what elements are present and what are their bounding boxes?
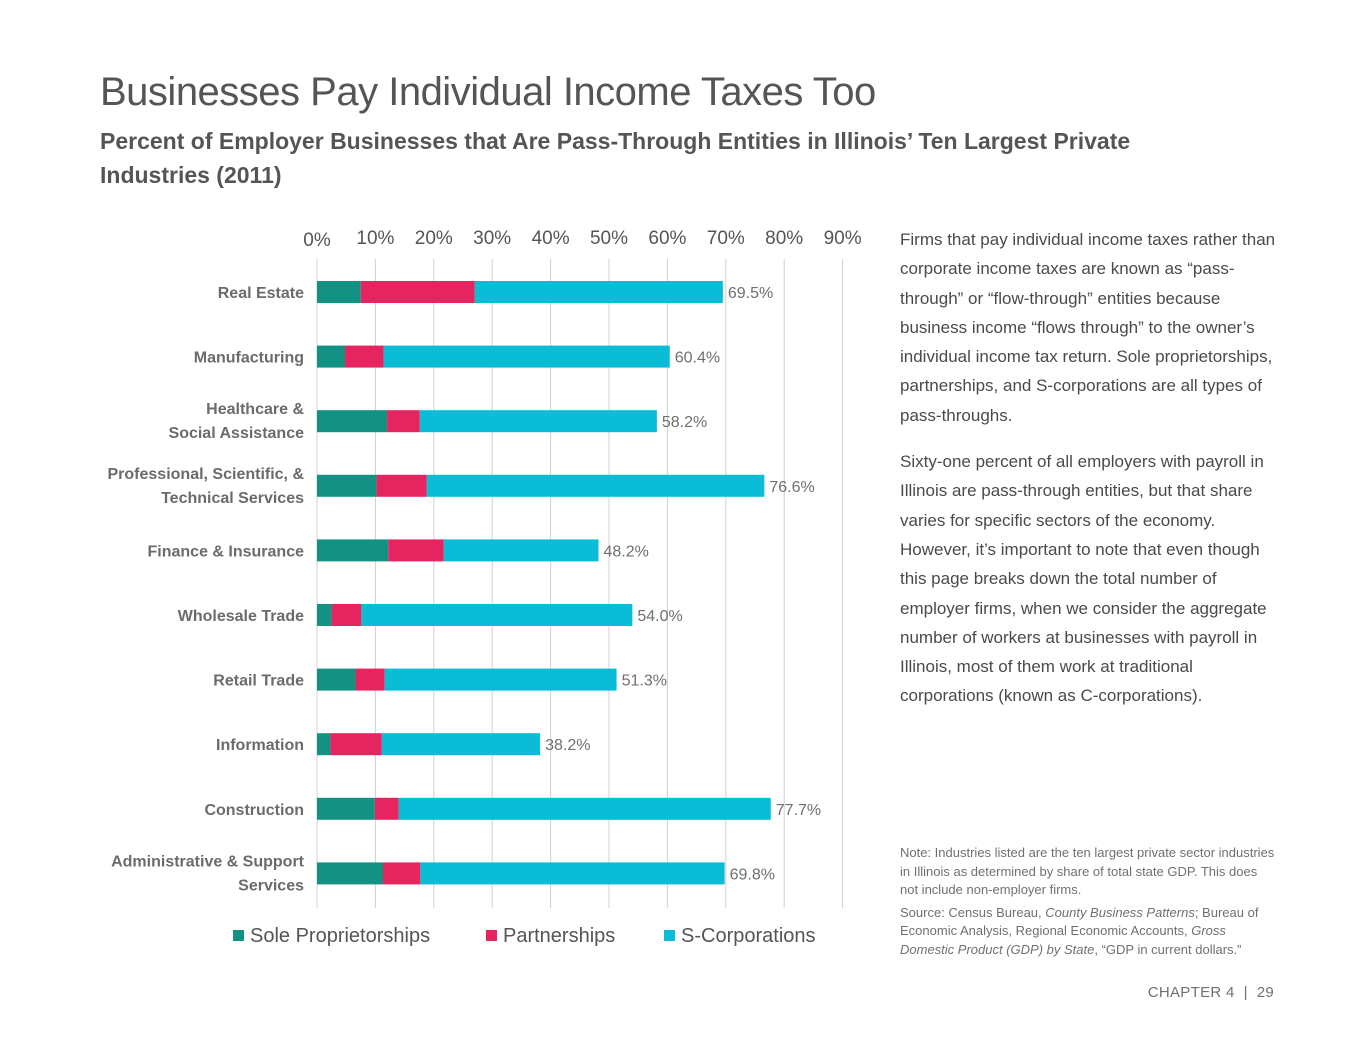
legend-label: Sole Proprietorships [250,925,430,947]
category-label: Retail Trade [213,673,304,690]
bar-segment-partnerships [374,797,399,820]
chapter-label: CHAPTER 4 [1147,984,1235,1001]
source-title-gdp: Gross Domestic Product (GDP) by State [900,923,1226,957]
x-tick-label: 90% [824,228,862,249]
legend-label: S-Corporations [681,925,816,947]
bar-segment-partnerships [388,539,444,562]
bar-segment-partnerships [355,668,385,691]
bar-segment-sole-proprietorships [317,862,383,885]
legend-swatch [664,930,675,941]
bar-segment-sole-proprietorships [317,797,375,820]
source-prefix: Source: Census Bureau, [900,904,1046,920]
source-text: Source: Census Bureau, County Business P… [900,904,1275,960]
x-tick-label: 60% [648,228,686,249]
bar-segment-partnerships [330,733,382,756]
bar-segment-s-corporations [419,410,657,433]
bar-segment-sole-proprietorships [317,345,346,368]
x-tick-label: 80% [765,228,803,249]
note-text: Note: Industries listed are the ten larg… [900,845,1275,897]
sidebar-paragraph-2: Sixty-one percent of all employers with … [900,452,1267,706]
bar-segment-s-corporations [398,797,771,820]
bar-segment-partnerships [345,345,384,368]
x-tick-label: 50% [590,228,628,249]
category-label: Construction [204,802,304,819]
category-label: Healthcare & [206,401,304,418]
bar-segment-partnerships [376,474,427,497]
category-label: Services [238,877,304,894]
bar-segment-sole-proprietorships [317,668,356,691]
category-label: Technical Services [161,490,304,507]
category-label: Social Assistance [169,425,305,442]
category-label: Finance & Insurance [148,543,305,560]
bar-segment-sole-proprietorships [317,733,331,756]
x-tick-label: 30% [473,228,511,249]
page-footer: CHAPTER 4 | 29 [1148,984,1274,1001]
x-tick-label: 0% [303,230,331,251]
source-mid: ; Bureau of Economic Analysis, Regional … [900,904,1259,939]
source-suffix: , “GDP in current dollars.” [1094,941,1242,957]
bar-total-label: 60.4% [675,350,720,367]
source-note: Note: Industries listed are the ten larg… [900,844,1275,963]
bar-segment-partnerships [387,410,420,433]
x-tick-label: 20% [415,228,453,249]
bar-segment-partnerships [382,862,421,885]
bar-segment-sole-proprietorships [317,539,389,562]
bar-segment-partnerships [360,281,475,303]
legend-swatch [486,930,497,941]
footer-separator: | [1243,984,1248,1001]
bar-segment-sole-proprietorships [317,604,332,626]
bar-total-label: 77.7% [776,802,821,819]
source-title-cbp: County Business Patterns [1045,904,1195,920]
bar-segment-s-corporations [420,862,725,885]
bar-total-label: 38.2% [545,737,590,754]
legend-label: Partnerships [503,925,615,947]
bar-segment-s-corporations [381,733,541,756]
page-title: Businesses Pay Individual Income Taxes T… [100,70,876,114]
bar-segment-partnerships [331,604,362,626]
category-label: Information [216,737,304,754]
x-tick-label: 70% [707,228,745,249]
category-labels: Real Estate Manufacturing Healthcare & Soci… [108,285,305,894]
x-tick-label: 40% [532,228,570,249]
bars: 69.5% 60.4% 58.2% 76.6% 48.2% 54.0% 51.3% 38.2%… [317,281,821,885]
category-label: Real Estate [218,285,304,302]
page-number: 29 [1256,984,1274,1001]
explanation-sidebar: Firms that pay individual income taxes r… [900,225,1280,728]
legend: Sole Proprietorships Partnerships S-Corpor… [233,925,816,947]
bar-segment-s-corporations [384,668,617,691]
bar-total-label: 69.5% [728,285,773,302]
bar-total-label: 51.3% [622,673,667,690]
bar-total-label: 58.2% [662,414,707,431]
bar-total-label: 48.2% [603,543,648,560]
category-label: Professional, Scientific, & [108,466,305,483]
category-label: Manufacturing [194,350,304,367]
bar-segment-sole-proprietorships [317,281,361,303]
sidebar-paragraph-1: Firms that pay individual income taxes r… [900,230,1276,425]
chart-subtitle: Percent of Employer Businesses that Are … [100,128,1131,188]
stacked-bar-chart: 0% 10% 20% 30% 40% 50% 60% 70% 80% 90% 69.5% 60.4%… [108,228,862,947]
bar-total-label: 54.0% [637,608,682,625]
x-tick-label: 10% [356,228,394,249]
bar-segment-s-corporations [474,281,723,303]
bar-total-label: 69.8% [730,866,775,883]
x-axis-ticks: 0% 10% 20% 30% 40% 50% 60% 70% 80% 90% [303,228,861,251]
bar-segment-sole-proprietorships [317,410,388,433]
category-label: Wholesale Trade [178,608,304,625]
category-label: Administrative & Support [111,853,305,870]
legend-swatch [233,930,244,941]
bar-segment-s-corporations [383,345,670,368]
bar-segment-sole-proprietorships [317,474,377,497]
bar-total-label: 76.6% [769,479,814,496]
bar-segment-s-corporations [426,474,765,497]
bar-segment-s-corporations [361,604,633,626]
bar-segment-s-corporations [443,539,599,562]
